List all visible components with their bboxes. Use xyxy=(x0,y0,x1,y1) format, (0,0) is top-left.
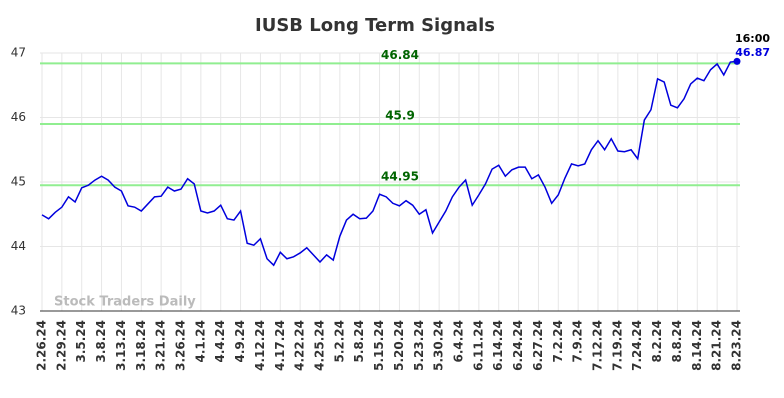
x-tick-label: 5.8.24 xyxy=(352,320,366,363)
x-tick-label: 4.22.24 xyxy=(293,320,307,371)
x-tick-label: 2.26.24 xyxy=(35,320,49,371)
x-tick-label: 7.9.24 xyxy=(571,320,585,363)
x-tick-label: 7.2.24 xyxy=(551,320,565,363)
x-tick-label: 2.29.24 xyxy=(54,320,68,371)
x-tick-label: 8.2.24 xyxy=(650,320,664,363)
x-tick-label: 5.2.24 xyxy=(332,320,346,363)
x-tick-label: 6.4.24 xyxy=(452,320,466,363)
x-tick-label: 8.21.24 xyxy=(710,320,724,371)
x-tick-label: 3.13.24 xyxy=(114,320,128,371)
x-tick-label: 8.23.24 xyxy=(730,320,744,371)
price-line xyxy=(41,60,738,267)
x-tick-label: 8.14.24 xyxy=(690,320,704,371)
x-tick-label: 4.1.24 xyxy=(193,320,207,363)
x-tick-label: 6.27.24 xyxy=(531,320,545,371)
x-tick-label: 6.11.24 xyxy=(471,320,485,371)
x-tick-label: 4.12.24 xyxy=(253,320,267,371)
x-tick-label: 3.26.24 xyxy=(174,320,188,371)
chart-title: IUSB Long Term Signals xyxy=(255,15,495,36)
x-tick-label: 6.14.24 xyxy=(491,320,505,371)
y-tick-label: 45 xyxy=(11,175,26,189)
x-tick-label: 4.25.24 xyxy=(313,320,327,371)
signal-label: 45.9 xyxy=(385,108,415,122)
y-tick-label: 47 xyxy=(11,46,26,60)
last-value: 46.87 xyxy=(735,46,770,59)
x-tick-label: 7.24.24 xyxy=(630,320,644,371)
x-tick-label: 7.12.24 xyxy=(591,320,605,371)
x-tick-label: 3.5.24 xyxy=(74,320,88,363)
x-tick-label: 4.4.24 xyxy=(213,320,227,363)
signal-label: 46.84 xyxy=(381,48,419,62)
x-tick-label: 5.15.24 xyxy=(372,320,386,371)
x-tick-label: 5.30.24 xyxy=(432,320,446,371)
x-tick-label: 6.24.24 xyxy=(511,320,525,371)
x-tick-label: 5.23.24 xyxy=(412,320,426,371)
x-tick-label: 8.8.24 xyxy=(670,320,684,363)
x-tick-label: 4.9.24 xyxy=(233,320,247,363)
last-point xyxy=(733,57,741,65)
signal-label: 44.95 xyxy=(381,170,419,184)
x-tick-label: 7.19.24 xyxy=(610,320,624,371)
y-tick-label: 44 xyxy=(11,239,26,253)
x-tick-label: 3.21.24 xyxy=(154,320,168,371)
x-tick-label: 3.18.24 xyxy=(134,320,148,371)
x-tick-label: 4.17.24 xyxy=(273,320,287,371)
x-tick-label: 3.8.24 xyxy=(94,320,108,363)
watermark: Stock Traders Daily xyxy=(54,295,196,310)
x-tick-label: 5.20.24 xyxy=(392,320,406,371)
last-time: 16:00 xyxy=(735,32,770,45)
y-tick-label: 46 xyxy=(11,110,26,124)
y-tick-label: 43 xyxy=(11,304,26,318)
